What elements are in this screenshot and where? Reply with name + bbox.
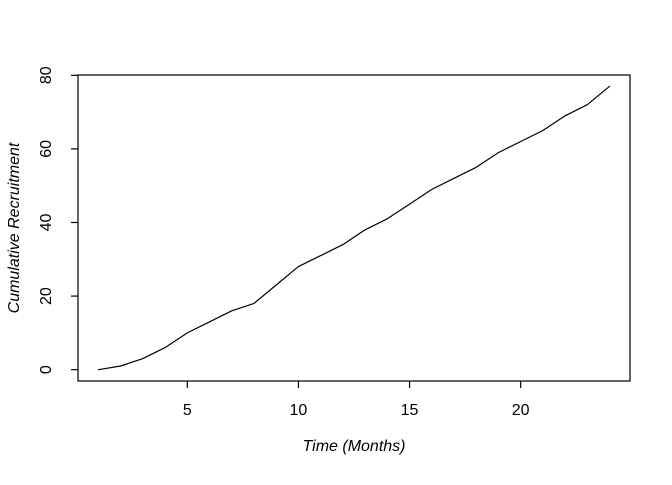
- y-axis-tick-label: 40: [38, 213, 55, 231]
- cumulative-recruitment-line: [97, 85, 611, 371]
- plot-border: [77, 74, 631, 382]
- x-axis-tick-label: 20: [512, 402, 530, 419]
- y-axis-tick-label: 60: [38, 140, 55, 158]
- x-axis-tick-label: 15: [401, 402, 419, 419]
- y-axis-tick-label: 80: [38, 66, 55, 84]
- x-axis-title: Time (Months): [303, 438, 406, 455]
- x-axis-tick-label: 5: [183, 402, 192, 419]
- x-axis-tick-label: 10: [290, 402, 308, 419]
- y-axis-title: Cumulative Recruitment: [6, 142, 23, 313]
- y-axis-tick-label: 20: [38, 287, 55, 305]
- y-axis-tick-label: 0: [38, 365, 55, 374]
- plot-generated-layer: 5 10 15 20 0 20 40 60 80: [38, 66, 631, 419]
